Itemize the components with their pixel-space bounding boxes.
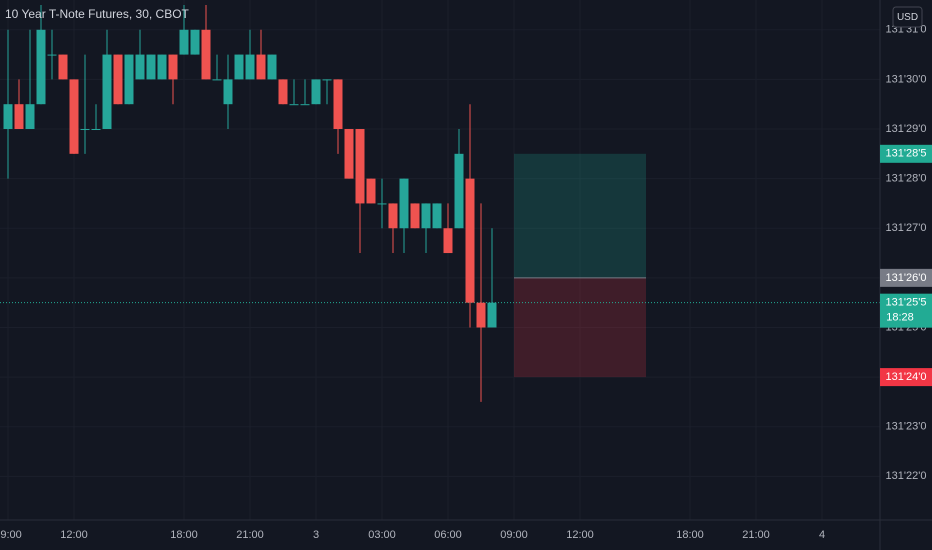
candle-body	[168, 54, 178, 80]
candle-body	[124, 54, 134, 105]
x-tick-label: 06:00	[434, 529, 462, 541]
x-tick-label: 18:00	[170, 529, 198, 541]
candle-body	[377, 203, 387, 205]
y-tick-label: 131'27'0	[886, 222, 927, 234]
y-tick-label: 131'28'0	[886, 173, 927, 185]
candle-body	[146, 54, 156, 80]
candle-body	[443, 228, 453, 254]
chart-title: 10 Year T-Note Futures, 30, CBOT	[5, 7, 190, 21]
candle-body	[344, 129, 354, 179]
price-tag	[880, 268, 932, 287]
grid	[0, 0, 880, 520]
candle-body	[322, 79, 332, 81]
candle-body	[487, 302, 497, 328]
x-tick-label: 18:00	[676, 529, 704, 541]
last-price-label: 131'25'5	[886, 297, 927, 309]
candle-body	[58, 54, 68, 80]
candle-body	[245, 54, 255, 80]
x-tick-label: 03:00	[368, 529, 396, 541]
candle-body	[80, 129, 90, 131]
candle-body	[421, 203, 431, 229]
candle-body	[201, 29, 211, 80]
loss-zone	[514, 277, 646, 378]
price-tags: 131'28'5 131'26'0 131'24'0 131'25'5 18:28	[880, 144, 932, 387]
y-tick-label: 131'30'0	[886, 73, 927, 85]
candle-body	[157, 54, 167, 80]
candle-body	[223, 79, 233, 105]
candle-body	[256, 54, 266, 80]
candle-body	[36, 29, 46, 105]
candle-body	[388, 203, 398, 229]
candle-body	[311, 79, 321, 105]
x-tick-label: 3	[313, 529, 319, 541]
x-tick-label: 12:00	[566, 529, 594, 541]
price-tag	[880, 368, 932, 387]
x-tick-label: 21:00	[742, 529, 770, 541]
candle-body	[465, 178, 475, 303]
candle-body	[69, 79, 79, 154]
candle-body	[289, 104, 299, 106]
candle-body	[333, 79, 343, 130]
x-tick-label: 12:00	[60, 529, 88, 541]
x-tick-label: 09:00	[0, 529, 22, 541]
candle-body	[179, 29, 189, 55]
price-tag-label: 131'24'0	[886, 371, 927, 383]
currency-button[interactable]	[892, 6, 923, 28]
candle-body	[190, 29, 200, 55]
candle-body	[113, 54, 123, 105]
x-tick-label: 21:00	[236, 529, 264, 541]
price-tag-label: 131'28'5	[886, 148, 927, 160]
x-tick-label: 4	[819, 529, 825, 541]
candles	[3, 4, 497, 402]
candle-body	[432, 203, 442, 229]
candle-body	[454, 153, 464, 229]
candle-body	[366, 178, 376, 204]
candle-body	[47, 54, 57, 56]
candle-body	[14, 104, 24, 130]
price-tag	[880, 144, 932, 163]
candle-body	[25, 104, 35, 130]
candle-body	[399, 178, 409, 229]
candle-body	[267, 54, 277, 80]
candle-body	[355, 129, 365, 204]
currency-label[interactable]: USD	[897, 12, 918, 23]
candle-body	[234, 54, 244, 80]
y-tick-label: 131'23'0	[886, 421, 927, 433]
candle-body	[3, 104, 13, 130]
last-price-tag	[880, 293, 932, 328]
candle-body	[212, 79, 222, 81]
candle-body	[135, 54, 145, 80]
y-tick-label: 131'29'0	[886, 123, 927, 135]
candle-body	[102, 54, 112, 130]
candle-body	[278, 79, 288, 105]
countdown-label: 18:28	[886, 312, 914, 324]
candle-body	[300, 104, 310, 106]
position-tool	[0, 153, 880, 378]
price-tag-label: 131'26'0	[886, 272, 927, 284]
x-tick-label: 09:00	[500, 529, 528, 541]
candle-body	[476, 302, 486, 328]
y-tick-label: 131'22'0	[886, 470, 927, 482]
candle-body	[410, 203, 420, 229]
candle-body	[91, 129, 101, 131]
profit-zone	[514, 153, 646, 278]
